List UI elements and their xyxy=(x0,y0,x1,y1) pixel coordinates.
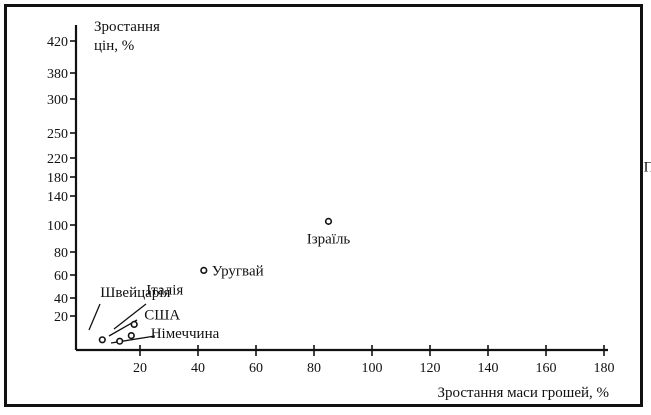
x-tick-label: 20 xyxy=(133,361,147,376)
y-tick-label: 380 xyxy=(47,67,68,82)
y-tick-label: 80 xyxy=(54,246,68,261)
data-points xyxy=(98,217,333,345)
data-point xyxy=(200,266,208,275)
point-label: США xyxy=(144,308,180,324)
leader-line-italiia xyxy=(113,303,147,330)
data-point xyxy=(324,217,333,225)
data-point xyxy=(127,332,135,340)
x-tick-label: 60 xyxy=(249,361,263,376)
y-tick-label: 40 xyxy=(54,292,68,307)
x-axis-label: Зростання маси грошей, % xyxy=(437,385,609,401)
point-labels: АргентинаПеруІзраїльУругвайШвейцаріяІтал… xyxy=(100,160,651,343)
point-label: Італія xyxy=(146,282,183,298)
x-tick-label: 100 xyxy=(362,361,383,376)
leader-line-shveitsariia xyxy=(88,303,101,331)
x-tick-label: 120 xyxy=(420,361,441,376)
y-tick-label: 420 xyxy=(47,35,68,50)
y-ticks: 20 40 60 80 100 140 180 220 250 300 380 420 xyxy=(47,35,77,325)
y-tick-label: 100 xyxy=(47,219,68,234)
y-tick-label: 140 xyxy=(47,190,68,205)
point-label: Перу xyxy=(644,160,651,176)
y-tick-label: 250 xyxy=(47,127,68,142)
x-tick-label: 180 xyxy=(594,361,615,376)
point-label: Швейцарія xyxy=(100,285,170,301)
x-tick-label: 40 xyxy=(191,361,205,376)
y-axis-label-line-1: Зростання xyxy=(94,19,160,35)
x-ticks: 2040608010012014016018020022024026028030… xyxy=(133,345,615,376)
point-label: Ізраїль xyxy=(307,231,351,247)
x-tick-label: 140 xyxy=(478,361,499,376)
y-tick-label: 60 xyxy=(54,269,68,284)
data-point xyxy=(130,320,138,329)
y-tick-label: 220 xyxy=(47,152,68,167)
data-point xyxy=(98,336,106,344)
x-tick-label: 160 xyxy=(536,361,557,376)
point-label: Німеччина xyxy=(151,326,220,342)
data-point xyxy=(116,337,124,345)
y-tick-label: 20 xyxy=(54,310,68,325)
y-tick-label: 300 xyxy=(47,93,68,108)
x-tick-label: 80 xyxy=(307,361,321,376)
y-tick-label: 180 xyxy=(47,171,68,186)
y-axis-label-line-2: цін, % xyxy=(94,38,134,54)
point-label: Уругвай xyxy=(212,263,264,279)
chart-frame xyxy=(4,4,643,407)
